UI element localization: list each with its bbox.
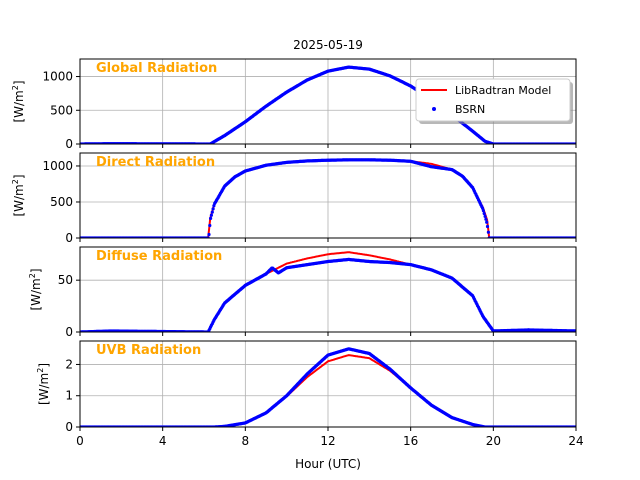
panel-1: 0 500 1000 Global Radiation [W/m2] xyxy=(11,58,577,151)
panel-title: Global Radiation xyxy=(96,61,217,76)
y-axis-label: [W/m2] xyxy=(36,363,51,405)
figure-title: 2025-05-19 xyxy=(293,38,363,52)
bsrn-point xyxy=(209,216,213,220)
y-tick-label: 0 xyxy=(65,137,73,151)
bsrn-point xyxy=(486,230,490,234)
panel-2: 0 500 1000 Direct Radiation [W/m2] xyxy=(11,152,577,245)
bsrn-point xyxy=(211,207,215,211)
y-tick-label: 500 xyxy=(50,103,73,117)
legend: LibRadtran Model BSRN xyxy=(415,78,573,124)
y-tick-label: 1000 xyxy=(42,159,73,173)
plot-area xyxy=(80,251,576,332)
series-line-model xyxy=(80,251,576,332)
x-tick-label: 20 xyxy=(486,434,501,448)
y-tick-label: 50 xyxy=(58,273,73,287)
legend-bsrn-label: BSRN xyxy=(455,103,485,116)
series-line-model xyxy=(80,354,576,427)
x-axis-label: Hour (UTC) xyxy=(295,457,361,471)
series-points-bsrn xyxy=(80,257,576,332)
bsrn-point xyxy=(485,220,489,224)
y-tick-label: 1 xyxy=(65,389,73,403)
panel-3: 0 50 Diffuse Radiation [W/m2] xyxy=(28,246,577,339)
legend-bsrn-swatch xyxy=(432,107,436,111)
bsrn-point xyxy=(482,211,486,216)
panel-title: Direct Radiation xyxy=(96,155,215,170)
bsrn-point xyxy=(207,232,211,237)
x-tick-label: 24 xyxy=(568,434,583,448)
series-points-bsrn xyxy=(80,158,576,238)
plot-area xyxy=(80,347,576,427)
y-tick-label: 500 xyxy=(50,195,73,209)
bsrn-point xyxy=(485,224,490,229)
y-tick-label: 0 xyxy=(65,325,73,339)
y-tick-label: 0 xyxy=(65,420,73,434)
y-tick-label: 2 xyxy=(65,357,73,371)
plot-area xyxy=(80,158,576,238)
x-tick-label: 4 xyxy=(159,434,167,448)
panel-title: UVB Radiation xyxy=(96,343,201,358)
y-tick-label: 1000 xyxy=(42,70,73,84)
legend-model-label: LibRadtran Model xyxy=(455,84,551,97)
legend-box xyxy=(415,78,571,122)
x-tick-label: 12 xyxy=(320,434,335,448)
bsrn-point xyxy=(483,214,487,218)
x-tick-label: 0 xyxy=(76,434,84,448)
series-points-bsrn xyxy=(80,347,576,427)
x-tick-label: 16 xyxy=(403,434,418,448)
y-axis-label: [W/m2] xyxy=(11,80,26,122)
bsrn-point xyxy=(209,213,213,217)
bsrn-point xyxy=(481,209,485,213)
x-tick-label: 8 xyxy=(242,434,250,448)
y-axis-label: [W/m2] xyxy=(28,268,43,310)
panel-title: Diffuse Radiation xyxy=(96,249,222,264)
bsrn-point xyxy=(484,217,488,221)
bsrn-point xyxy=(208,223,212,228)
y-tick-label: 0 xyxy=(65,231,73,245)
y-axis-label: [W/m2] xyxy=(11,174,26,216)
bsrn-point xyxy=(210,210,214,214)
